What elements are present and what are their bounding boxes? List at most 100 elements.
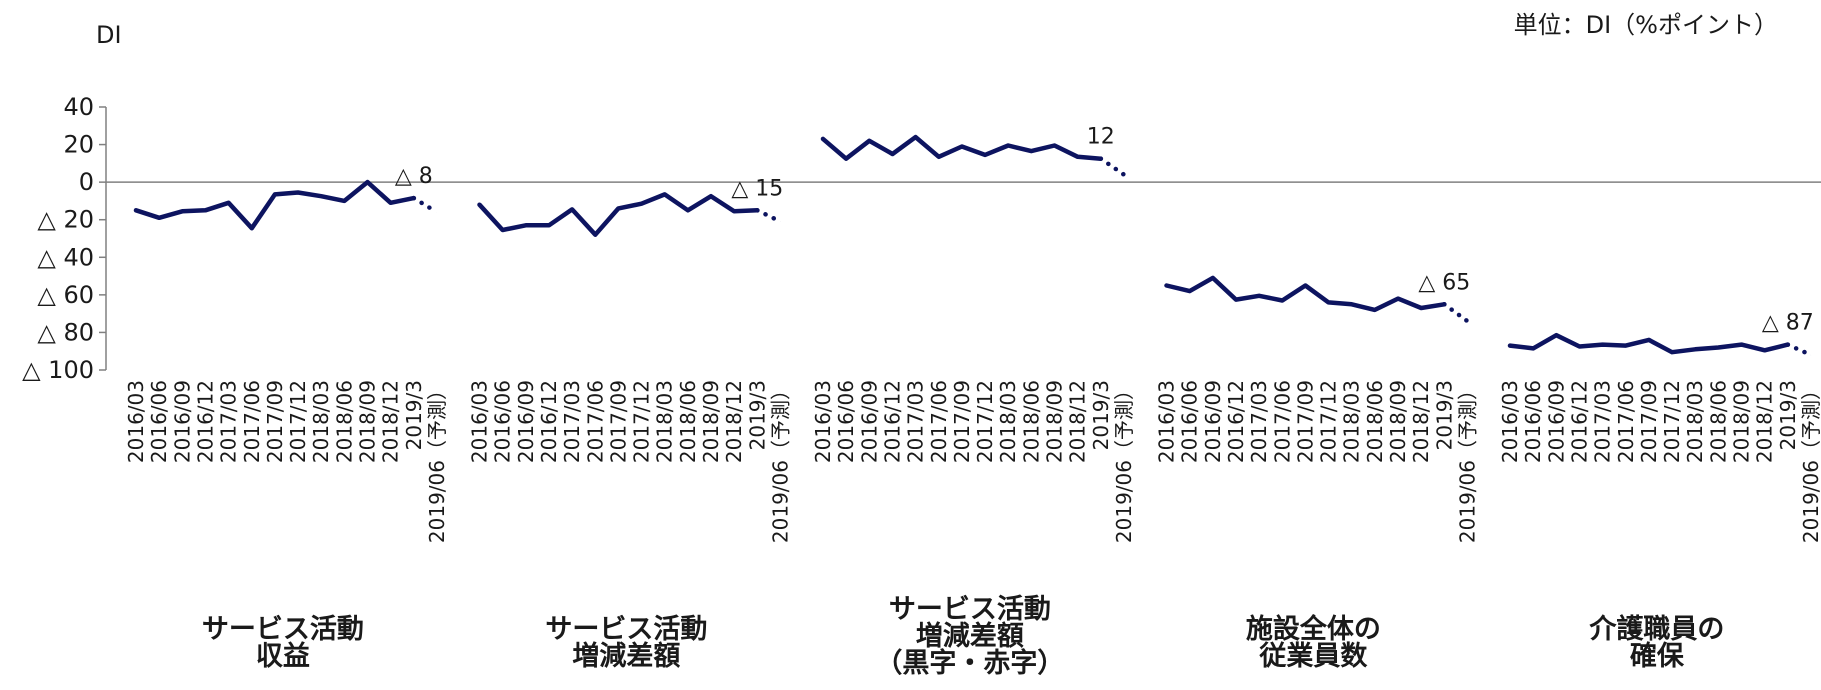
x-tick-label: 2016/03 xyxy=(1155,380,1179,463)
panel-label: 従業員数 xyxy=(1258,641,1368,672)
x-tick-label: 2016/09 xyxy=(1201,380,1225,463)
x-tick-label: 2016/06 xyxy=(834,380,858,463)
x-tick-label: 2016/03 xyxy=(468,380,492,463)
x-tick-label: 2017/03 xyxy=(217,380,241,463)
last-value-label: △ 87 xyxy=(1762,311,1814,336)
last-value-label: △ 65 xyxy=(1418,270,1470,295)
forecast-dotted-line xyxy=(1785,342,1814,358)
x-tick-label: 2019/3 xyxy=(1089,380,1113,450)
x-tick-label: 2018/09 xyxy=(1730,380,1754,463)
x-tick-label: 2018/06 xyxy=(1363,380,1387,463)
x-tick-label: 2017/06 xyxy=(1614,380,1638,463)
x-tick-label: 2017/09 xyxy=(263,380,287,463)
x-tick-label: 2017/09 xyxy=(1293,380,1317,463)
y-tick-label: 0 xyxy=(79,168,94,196)
x-tick-label: 2017/06 xyxy=(583,380,607,463)
x-tick-label: 2018/06 xyxy=(676,380,700,463)
y-tick-label: △ 80 xyxy=(37,318,94,346)
x-tick-label: 2019/06（予測） xyxy=(1455,380,1479,543)
last-value-label: 12 xyxy=(1087,125,1115,150)
x-tick-label: 2017/12 xyxy=(286,380,310,463)
x-tick-label: 2017/12 xyxy=(1660,380,1684,463)
y-tick-label: △ 20 xyxy=(37,206,94,234)
x-tick-label: 2016/12 xyxy=(1567,380,1591,463)
x-tick-label: 2018/12 xyxy=(1066,380,1090,463)
x-tick-label: 2016/09 xyxy=(514,380,538,463)
y-tick-label: △ 40 xyxy=(37,243,94,271)
panel-label: 増減差額 xyxy=(916,620,1024,652)
x-tick-label: 2017/06 xyxy=(240,380,264,463)
x-tick-label: 2017/09 xyxy=(950,380,974,463)
x-tick-label: 2017/06 xyxy=(927,380,951,463)
x-tick-label: 2019/06（予測） xyxy=(768,380,792,543)
x-tick-label: 2018/06 xyxy=(1019,380,1043,463)
series-line xyxy=(820,134,1104,161)
x-tick-label: 2016/03 xyxy=(1498,380,1522,463)
x-tick-label: 2018/09 xyxy=(356,380,380,463)
forecast-dotted-line xyxy=(411,195,440,215)
x-tick-label: 2016/03 xyxy=(124,380,148,463)
x-tick-label: 2019/06（予測） xyxy=(425,380,449,543)
x-tick-label: 2019/3 xyxy=(402,380,426,450)
x-tick-label: 2016/09 xyxy=(1544,380,1568,463)
x-tick-label: 2016/09 xyxy=(857,380,881,463)
panel-label: 施設全体の xyxy=(1246,613,1381,645)
x-tick-label: 2016/12 xyxy=(880,380,904,463)
x-tick-label: 2018/09 xyxy=(699,380,723,463)
x-tick-label: 2018/06 xyxy=(1706,380,1730,463)
panel-label: サービス活動 xyxy=(889,594,1051,625)
unit-note: 単位：DI（%ポイント） xyxy=(1514,11,1778,39)
series-line xyxy=(133,179,417,231)
panel-label: （黒字・赤字） xyxy=(875,647,1064,679)
x-tick-label: 2016/12 xyxy=(537,380,561,463)
last-value-label: △ 15 xyxy=(731,176,783,201)
last-value-label: △ 8 xyxy=(395,164,433,189)
y-tick-label: △ 100 xyxy=(22,356,94,384)
y-tick-label: 40 xyxy=(63,93,94,121)
x-tick-label: 2019/3 xyxy=(745,380,769,450)
x-tick-label: 2017/03 xyxy=(560,380,584,463)
x-tick-label: 2018/12 xyxy=(722,380,746,463)
x-tick-label: 2018/09 xyxy=(1043,380,1067,463)
series-line xyxy=(1164,275,1447,313)
x-tick-label: 2019/06（予測） xyxy=(1112,380,1136,543)
x-tick-label: 2016/06 xyxy=(491,380,515,463)
x-tick-label: 2017/09 xyxy=(606,380,630,463)
x-tick-label: 2018/03 xyxy=(1340,380,1364,463)
x-tick-label: 2017/09 xyxy=(1637,380,1661,463)
x-tick-label: 2016/12 xyxy=(1224,380,1248,463)
x-tick-label: 2019/3 xyxy=(1776,380,1800,450)
x-tick-label: 2018/12 xyxy=(379,380,403,463)
x-tick-label: 2017/12 xyxy=(1317,380,1341,463)
x-tick-label: 2018/03 xyxy=(996,380,1020,463)
x-tick-label: 2018/06 xyxy=(332,380,356,463)
x-tick-label: 2016/09 xyxy=(170,380,194,463)
x-tick-label: 2018/09 xyxy=(1386,380,1410,463)
y-tick-label: 20 xyxy=(63,131,94,159)
x-tick-label: 2016/03 xyxy=(811,380,835,463)
x-tick-label: 2016/06 xyxy=(1178,380,1202,463)
panel-label: 増減差額 xyxy=(572,640,680,672)
x-tick-label: 2017/03 xyxy=(904,380,928,463)
panel-label: 収益 xyxy=(256,641,310,672)
x-tick-label: 2018/12 xyxy=(1753,380,1777,463)
x-tick-label: 2016/12 xyxy=(193,380,217,463)
x-tick-label: 2018/03 xyxy=(1683,380,1707,463)
series-line xyxy=(477,192,760,237)
x-tick-label: 2018/03 xyxy=(309,380,333,463)
x-tick-label: 2016/06 xyxy=(1521,380,1545,463)
forecast-dotted-line xyxy=(1098,156,1127,177)
x-tick-label: 2016/06 xyxy=(147,380,171,463)
y-tick-label: △ 60 xyxy=(37,281,94,309)
panel-label: 確保 xyxy=(1630,640,1685,672)
y-axis-title: DI xyxy=(96,21,122,49)
axes: 40 20 0 △ 20 △ 40 △ 60 △ 80 △ 100 xyxy=(22,93,1821,384)
x-tick-label: 2019/3 xyxy=(1432,380,1456,450)
